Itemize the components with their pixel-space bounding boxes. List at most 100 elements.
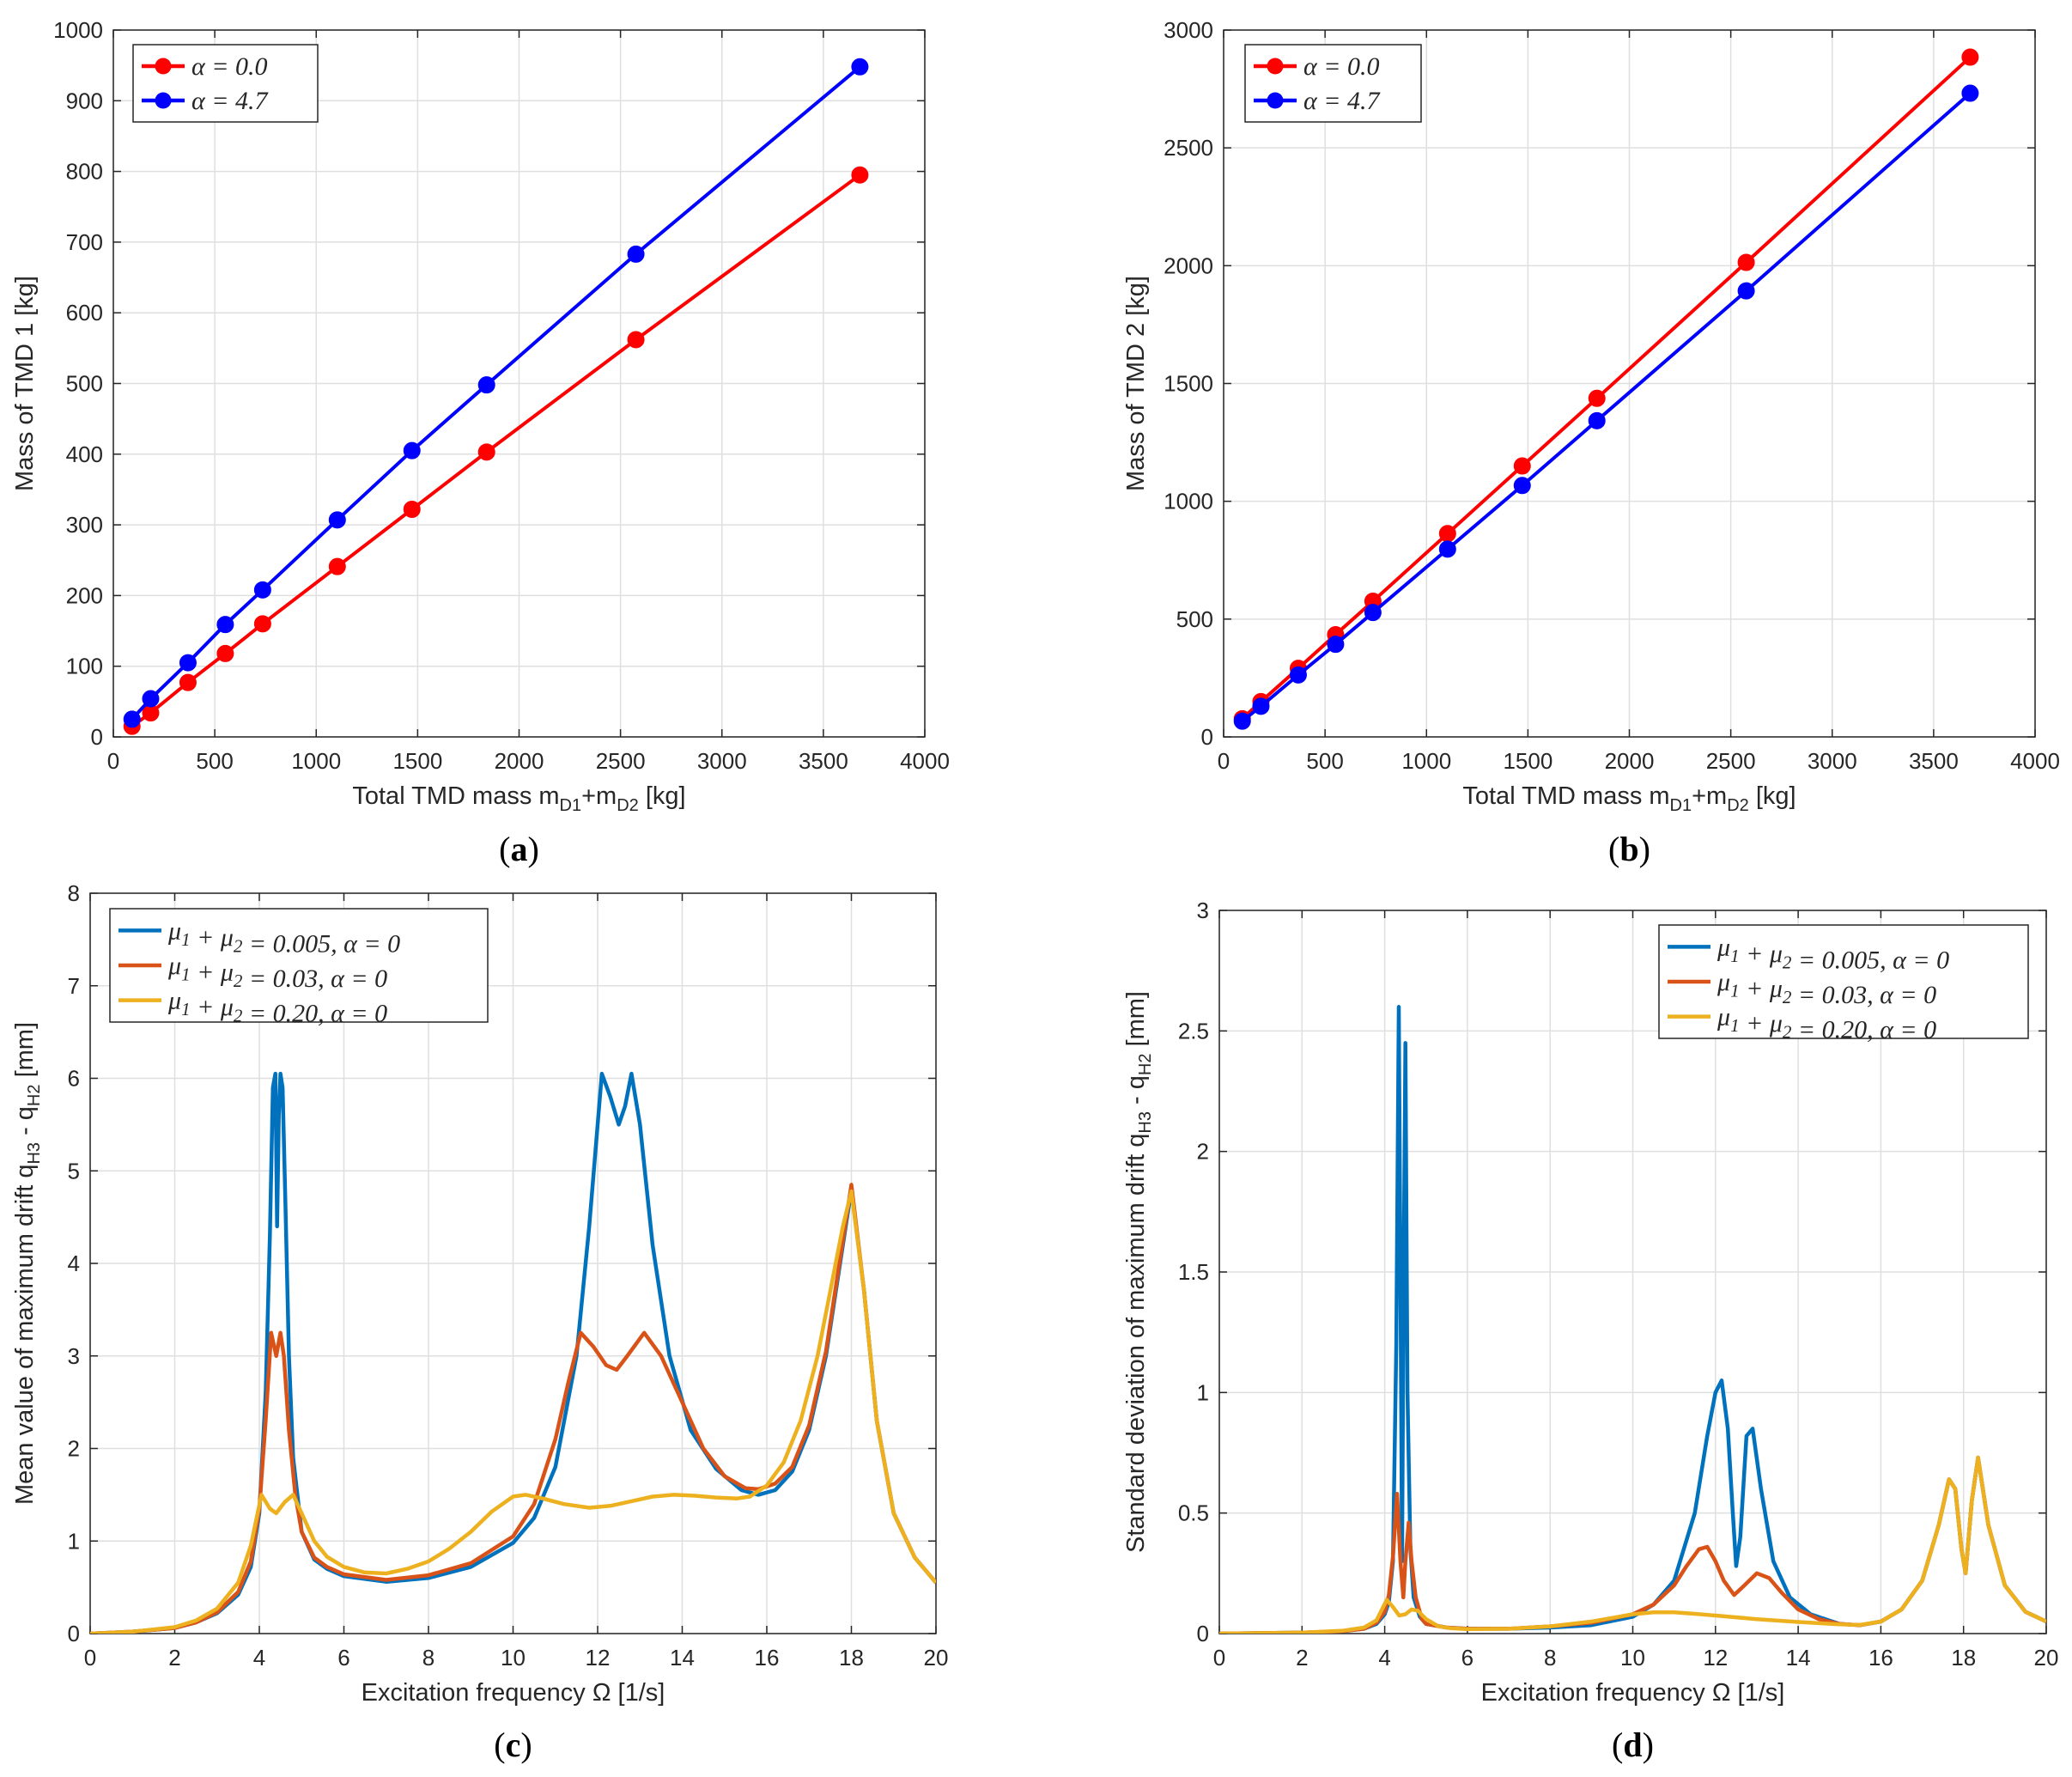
y-axis-label: Mean value of maximum drift qH3 - qH2 [m… — [11, 1022, 44, 1505]
series-line-2 — [131, 65, 861, 721]
y-tick-label: 900 — [66, 88, 103, 113]
x-axis-label: Total TMD mass mD1+mD2 [kg] — [1462, 782, 1796, 815]
legend: α = 0.0 α = 4.7 — [1244, 44, 1422, 123]
data-point — [1327, 636, 1345, 654]
x-tick-label: 12 — [586, 1645, 611, 1671]
data-point — [627, 331, 645, 349]
y-tick-label: 3000 — [1164, 17, 1213, 43]
x-tick-label: 8 — [1544, 1645, 1556, 1671]
y-tick-label: 0 — [1201, 724, 1213, 750]
data-point — [328, 511, 346, 529]
x-tick-label: 3500 — [799, 748, 848, 774]
x-tick-label: 18 — [839, 1645, 864, 1671]
legend-box — [1244, 44, 1422, 123]
data-point — [179, 673, 197, 691]
y-tick-label: 1000 — [53, 17, 103, 43]
x-tick-label: 0 — [84, 1645, 96, 1671]
y-axis-label: Standard deviation of maximum drift qH3 … — [1122, 991, 1155, 1553]
x-tick-label: 10 — [1620, 1645, 1645, 1671]
x-tick-label: 0 — [1213, 1645, 1225, 1671]
y-axis-label: Mass of TMD 1 [kg] — [11, 276, 39, 491]
y-tick-label: 600 — [66, 300, 103, 326]
data-point — [1588, 389, 1606, 407]
data-point — [403, 441, 421, 459]
x-tick-label: 16 — [755, 1645, 780, 1671]
y-tick-label: 2.5 — [1178, 1018, 1209, 1044]
legend: μ1 + μ2 = 0.005, α = 0μ1 + μ2 = 0.03, α … — [109, 908, 489, 1028]
y-tick-label: 4 — [68, 1251, 80, 1276]
y-tick-label: 700 — [66, 229, 103, 255]
y-tick-label: 0.5 — [1178, 1500, 1209, 1526]
x-tick-label: 6 — [1461, 1645, 1473, 1671]
y-tick-label: 2 — [1197, 1139, 1209, 1165]
y-tick-label: 1000 — [1164, 489, 1213, 514]
series-line-2 — [1241, 92, 1972, 723]
panel-caption: (a) — [499, 830, 539, 868]
y-tick-label: 100 — [66, 654, 103, 679]
y-tick-label: 300 — [66, 512, 103, 538]
x-tick-label: 2 — [168, 1645, 180, 1671]
x-tick-label: 4 — [1378, 1645, 1390, 1671]
x-tick-label: 16 — [1868, 1645, 1893, 1671]
x-tick-label: 1000 — [291, 748, 341, 774]
data-point — [851, 166, 869, 184]
legend-label: μ1 + μ2 = 0.20, α = 0 — [1717, 1003, 1936, 1044]
x-tick-label: 18 — [1951, 1645, 1976, 1671]
y-tick-label: 2 — [68, 1436, 80, 1462]
x-tick-label: 2000 — [1605, 748, 1655, 774]
legend-label: α = 0.0 — [191, 52, 268, 81]
data-point — [1961, 84, 1979, 102]
series-line-3 — [90, 1189, 936, 1634]
x-tick-label: 3000 — [697, 748, 747, 774]
data-point — [1513, 457, 1531, 475]
legend-marker — [155, 92, 172, 109]
x-tick-label: 10 — [501, 1645, 526, 1671]
x-tick-label: 20 — [924, 1645, 949, 1671]
x-tick-label: 4000 — [900, 748, 950, 774]
data-point — [851, 58, 869, 76]
y-tick-label: 0 — [68, 1621, 80, 1646]
y-tick-label: 2000 — [1164, 253, 1213, 278]
data-point — [1364, 604, 1382, 622]
legend-label: μ1 + μ2 = 0.005, α = 0 — [1717, 933, 1949, 974]
legend-label: α = 4.7 — [191, 87, 269, 115]
legend-box — [132, 44, 319, 123]
y-tick-label: 800 — [66, 159, 103, 185]
legend: μ1 + μ2 = 0.005, α = 0μ1 + μ2 = 0.03, α … — [1658, 924, 2029, 1044]
x-tick-label: 500 — [1306, 748, 1343, 774]
data-point — [328, 557, 346, 575]
data-point — [1961, 48, 1979, 66]
y-tick-label: 1.5 — [1178, 1259, 1209, 1285]
chart-d: 0 2 4 6 8 10 12 14 16 18 20 0 0.5 1 1.5 2 2.5 3 Excitation… — [1122, 898, 2058, 1764]
panel-caption: (c) — [494, 1725, 532, 1764]
data-point — [1737, 282, 1755, 300]
x-tick-label: 4000 — [2010, 748, 2060, 774]
x-tick-label: 14 — [670, 1645, 695, 1671]
series-line-1 — [131, 173, 861, 728]
x-tick-label: 1500 — [392, 748, 442, 774]
legend: α = 0.0 α = 4.7 — [132, 44, 319, 123]
chart-b: 0 500 1000 1500 2000 2500 3000 3500 4000 0 500 1000… — [1122, 17, 2060, 868]
x-tick-label: 1500 — [1503, 748, 1552, 774]
data-point — [627, 245, 645, 263]
y-tick-label: 0 — [1197, 1621, 1209, 1646]
legend-marker — [155, 58, 172, 75]
y-tick-label: 1500 — [1164, 371, 1213, 397]
data-point — [1513, 477, 1531, 495]
y-tick-label: 3 — [1197, 898, 1209, 923]
legend-label: α = 4.7 — [1303, 87, 1381, 115]
data-point — [1252, 697, 1270, 715]
x-tick-label: 0 — [107, 748, 119, 774]
x-tick-label: 2000 — [495, 748, 544, 774]
x-axis-label: Excitation frequency Ω [1/s] — [362, 1679, 665, 1707]
legend-label: μ1 + μ2 = 0.03, α = 0 — [167, 952, 387, 993]
y-tick-label: 2500 — [1164, 135, 1213, 161]
x-tick-label: 8 — [422, 1645, 434, 1671]
x-tick-label: 6 — [337, 1645, 349, 1671]
panel-caption: (d) — [1612, 1725, 1654, 1764]
series-line-1 — [1241, 56, 1972, 721]
x-axis-label: Excitation frequency Ω [1/s] — [1481, 1679, 1785, 1707]
data-point — [403, 500, 421, 518]
